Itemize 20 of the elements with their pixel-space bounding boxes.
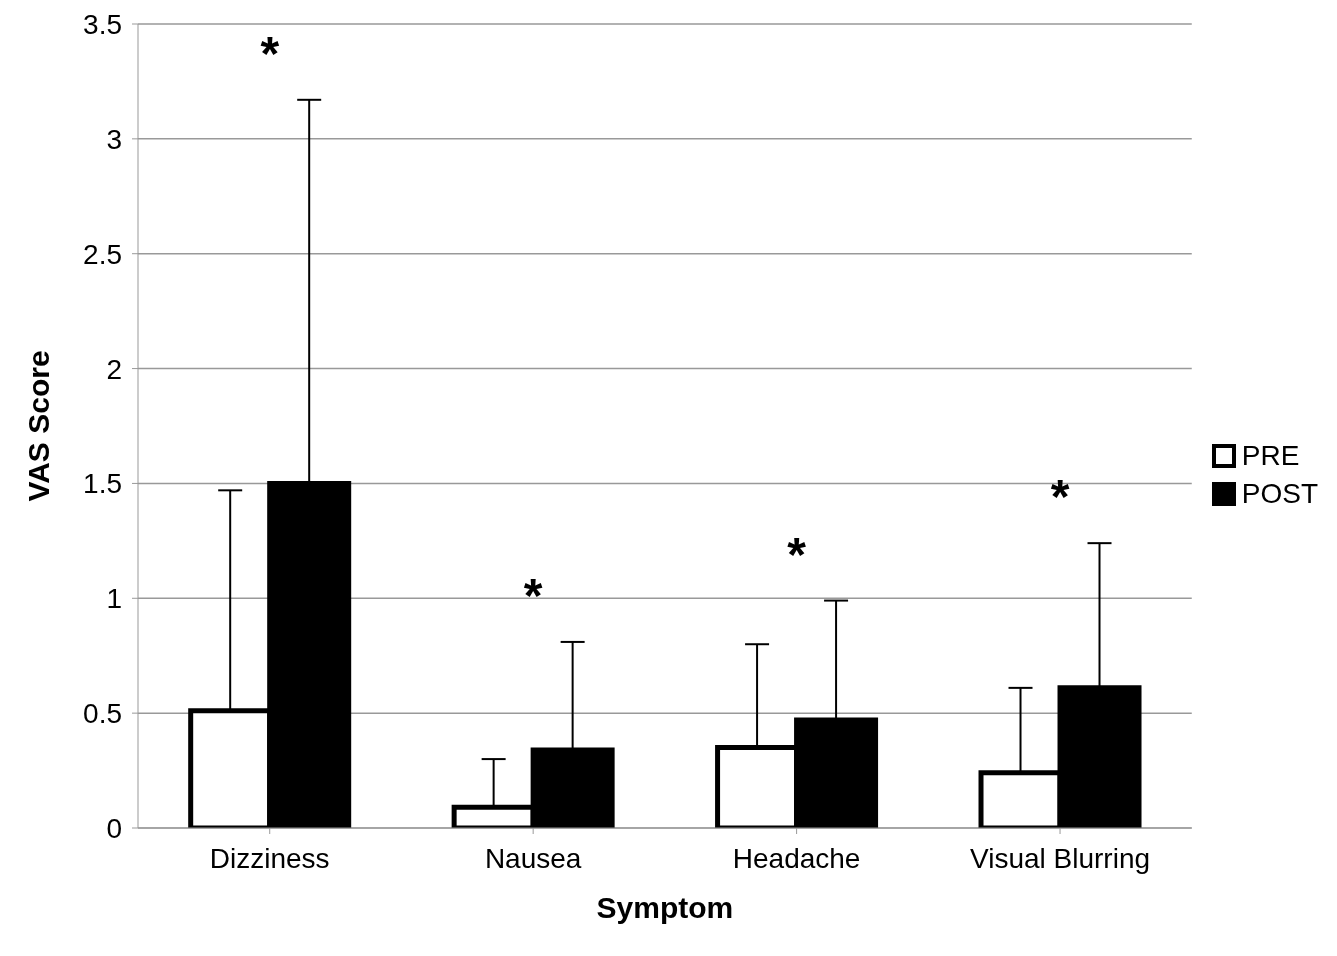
y-axis-title: VAS Score bbox=[21, 350, 55, 502]
x-tick-label: Visual Blurring bbox=[970, 842, 1151, 874]
annotation: * bbox=[1050, 470, 1070, 524]
y-tick-label: 2.5 bbox=[83, 238, 122, 270]
y-tick-label: 3 bbox=[106, 123, 122, 155]
y-tick-label: 1.5 bbox=[83, 468, 122, 500]
y-tick-label: 1 bbox=[106, 583, 122, 615]
y-tick-label: 3.5 bbox=[83, 8, 122, 40]
x-tick-label: Dizziness bbox=[209, 842, 330, 874]
x-tick-label: Nausea bbox=[484, 842, 582, 874]
y-tick-label: 0 bbox=[106, 812, 122, 844]
annotation: * bbox=[523, 568, 543, 622]
x-tick-label: Headache bbox=[732, 842, 861, 874]
legend-label: POST bbox=[1241, 478, 1318, 510]
x-axis-title: Symptom bbox=[596, 891, 734, 924]
legend-label: PRE bbox=[1241, 440, 1300, 472]
y-tick-label: 0.5 bbox=[83, 698, 122, 730]
annotation: * bbox=[260, 26, 280, 80]
annotation: * bbox=[787, 527, 807, 581]
y-tick-label: 2 bbox=[106, 353, 122, 385]
